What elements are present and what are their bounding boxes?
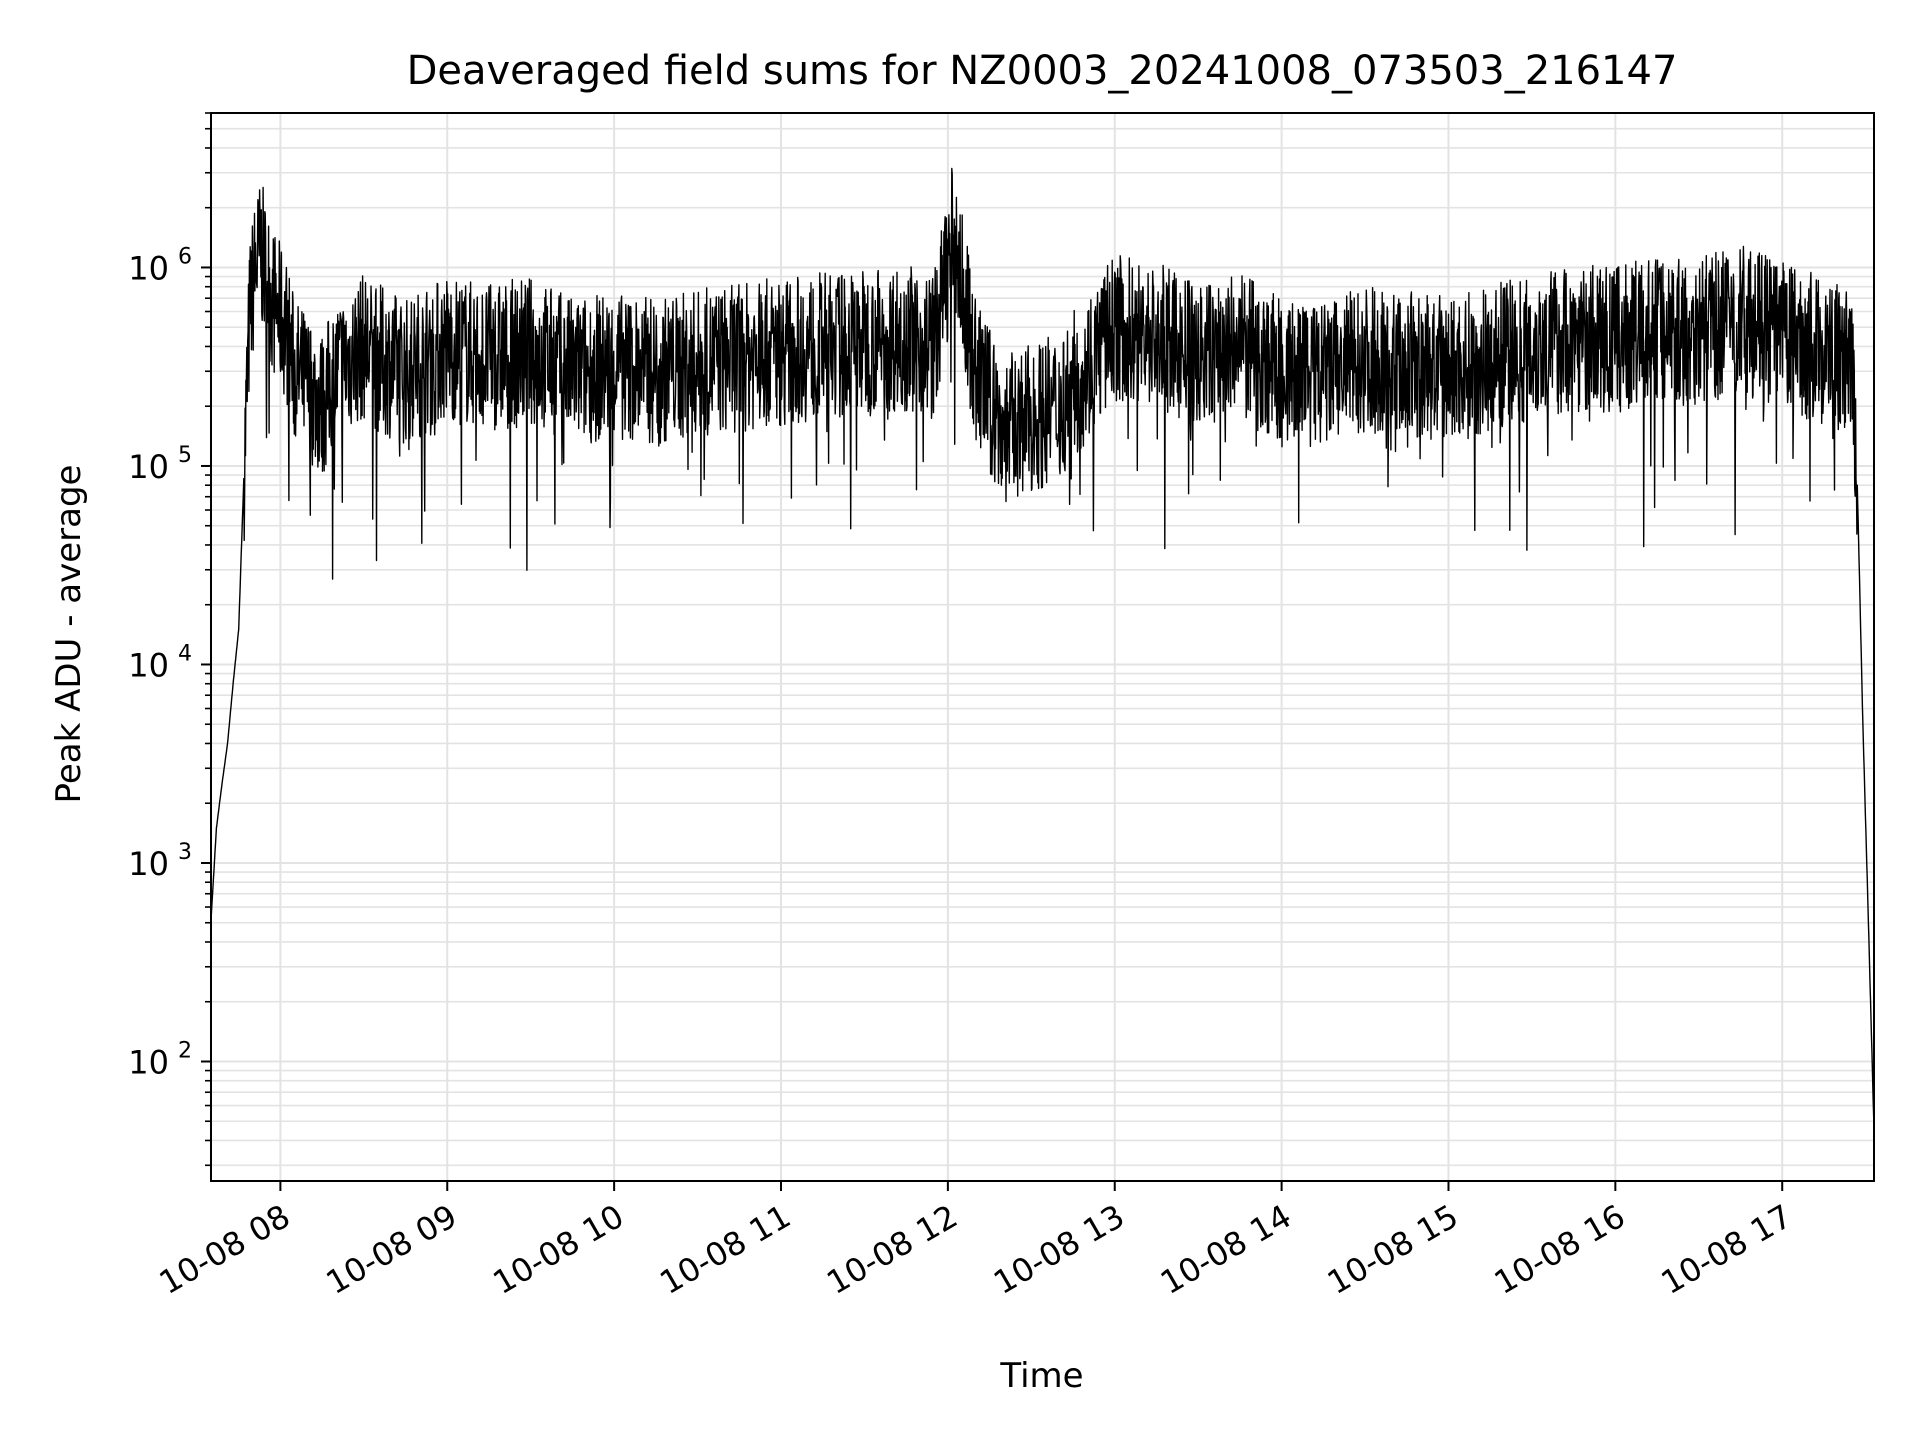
y-tick-exponent: 4	[178, 641, 192, 666]
x-axis: 10-08 08 10-08 09 10-08 10 10-08 11 10-08 12…	[153, 1181, 1798, 1302]
y-tick-exponent: 6	[178, 244, 192, 269]
grid-lines	[211, 112, 1874, 1181]
y-tick-label: 10	[128, 646, 169, 684]
x-tick-label: 10-08 14	[1154, 1197, 1298, 1302]
x-tick-label: 10-08 09	[320, 1197, 464, 1302]
y-tick-label: 10	[128, 845, 169, 883]
y-tick-label: 10	[128, 1043, 169, 1081]
x-tick-label: 10-08 08	[153, 1197, 297, 1302]
y-axis-label: Peak ADU - average	[49, 465, 89, 804]
y-tick-exponent: 3	[178, 840, 192, 865]
x-tick-label: 10-08 12	[820, 1197, 964, 1302]
x-axis-label: Time	[999, 1356, 1083, 1396]
x-tick-label: 10-08 15	[1321, 1197, 1465, 1302]
plot-frame	[210, 112, 1875, 1182]
y-tick-label: 10	[128, 249, 169, 287]
x-tick-label: 10-08 11	[653, 1197, 797, 1302]
series-line	[210, 167, 1875, 1131]
x-tick-label: 10-08 16	[1488, 1197, 1632, 1302]
chart-title: Deaveraged field sums for NZ0003_2024100…	[407, 48, 1678, 94]
y-axis: 10 2 10 3 10 4 10 5 10 6	[128, 112, 211, 1167]
x-tick-label: 10-08 13	[987, 1197, 1131, 1302]
x-tick-label: 10-08 10	[487, 1197, 631, 1302]
x-tick-label: 10-08 17	[1655, 1197, 1799, 1302]
y-tick-label: 10	[128, 448, 169, 486]
y-tick-exponent: 2	[178, 1038, 192, 1063]
y-tick-exponent: 5	[178, 443, 192, 468]
series-group	[210, 167, 1875, 1131]
